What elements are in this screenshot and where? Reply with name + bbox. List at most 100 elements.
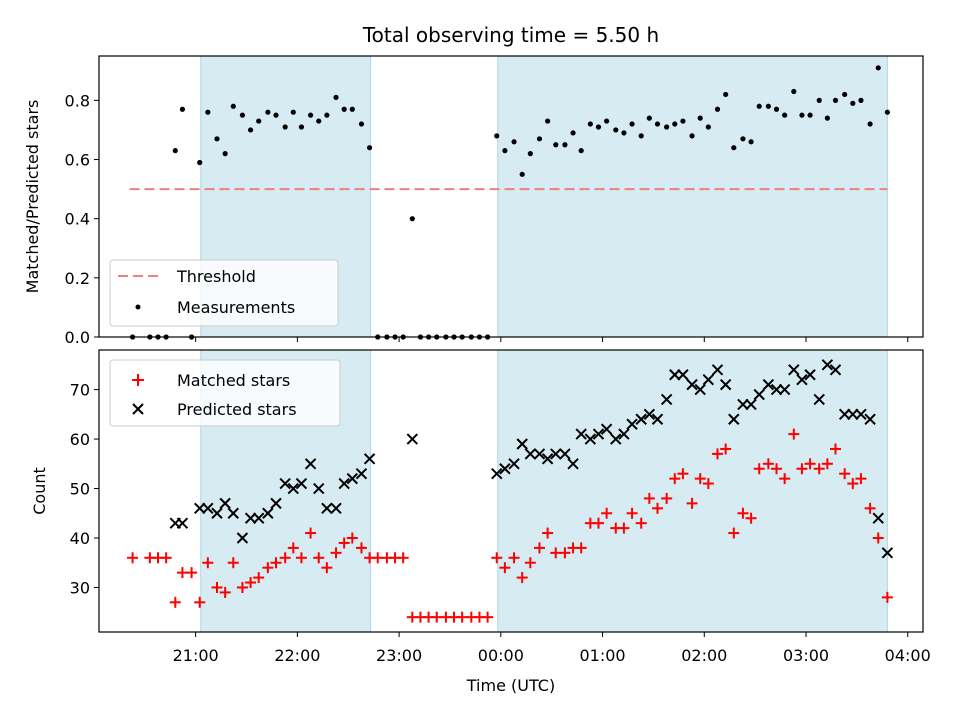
cross-b	[651, 413, 664, 425]
predicted-star-point	[686, 378, 698, 391]
measurement-point	[782, 112, 788, 118]
cross-b	[643, 408, 656, 421]
measurement-point	[265, 109, 271, 115]
matched-star-point	[686, 497, 698, 509]
cross-b	[550, 448, 562, 460]
legend-predicted-label: Predicted stars	[177, 400, 297, 419]
cross-b	[669, 369, 681, 381]
measurement-point	[689, 133, 695, 139]
bottom-xtick-label: 23:00	[376, 646, 422, 665]
cross-b	[778, 383, 791, 396]
measurement-point	[816, 97, 822, 103]
matched-star-point	[626, 507, 638, 519]
matched-star-point	[771, 463, 783, 475]
matched-star-point	[804, 458, 816, 470]
cross-b	[592, 428, 605, 440]
predicted-star-point	[881, 547, 894, 559]
measurement-point	[205, 109, 211, 115]
measurement-point	[366, 145, 373, 151]
measurement-point	[654, 121, 661, 127]
bottom-panel: 30 40 50 60 70 21:00 22:00 23:00 00:00 01:00 02:0…	[30, 349, 931, 695]
measurement-point	[545, 118, 551, 124]
predicted-star-point	[728, 413, 740, 425]
measurement-point	[714, 106, 721, 112]
cross-b	[211, 507, 223, 519]
top-axes-frame	[98, 55, 924, 338]
matched-star-point	[830, 443, 842, 455]
predicted-star-point	[575, 428, 587, 440]
cross-b	[796, 373, 808, 386]
cross-b	[872, 512, 884, 524]
bottom-ytick-label: 60	[70, 430, 90, 449]
matched-star-point	[864, 502, 876, 514]
cross-b	[745, 398, 757, 411]
cross-b	[194, 502, 206, 515]
predicted-star-point	[567, 458, 579, 470]
predicted-star-point	[355, 467, 368, 480]
cross-b	[686, 378, 698, 391]
measurement-point	[832, 97, 839, 103]
matched-star-point	[295, 552, 307, 564]
cross-b	[219, 497, 231, 510]
cross-b	[838, 408, 851, 421]
cross-b	[855, 408, 867, 421]
predicted-star-point	[847, 408, 859, 421]
predicted-star-point	[219, 497, 231, 510]
cross-b	[279, 477, 291, 490]
measurement-point	[511, 139, 517, 145]
predicted-star-point	[821, 359, 834, 371]
predicted-star-point	[753, 388, 765, 401]
matched-star-point	[355, 542, 367, 554]
matched-star-point	[330, 547, 342, 559]
matched-star-point	[669, 473, 681, 485]
measurement-point	[290, 109, 296, 115]
measurement-point	[341, 106, 347, 112]
matched-star-point	[227, 557, 239, 569]
measurement-point	[494, 133, 500, 139]
predicted-star-point	[813, 393, 825, 406]
predicted-star-point	[610, 433, 622, 445]
predicted-star-point	[516, 438, 528, 450]
cross-b	[762, 378, 775, 391]
matched-star-point	[677, 468, 689, 480]
matched-star-point	[127, 552, 139, 564]
cross-b	[321, 502, 333, 515]
predicted-star-point	[550, 448, 562, 460]
predicted-star-point	[618, 428, 630, 440]
predicted-stars-points	[169, 359, 894, 559]
measurement-point	[773, 106, 780, 112]
measurement-point	[214, 136, 220, 142]
cross-b	[881, 547, 894, 559]
predicted-star-point	[669, 369, 681, 381]
cross-b	[567, 458, 579, 470]
measurement-point	[239, 112, 246, 118]
cross-b	[406, 433, 419, 445]
predicted-star-point	[244, 512, 257, 524]
bottom-xtick-label: 04:00	[885, 646, 931, 665]
matched-star-point	[592, 517, 604, 529]
matched-star-point	[728, 527, 740, 539]
matched-star-point	[219, 586, 231, 598]
bottom-ytick-label: 50	[70, 480, 90, 499]
measurement-point	[570, 130, 576, 136]
cross-b	[491, 467, 503, 480]
predicted-star-point	[541, 453, 554, 465]
predicted-star-point	[864, 413, 876, 425]
matched-star-point	[245, 577, 257, 589]
predicted-star-point	[592, 428, 605, 440]
bottom-xtick-label: 22:00	[274, 646, 320, 665]
top-x-ticks	[195, 337, 909, 342]
matched-star-point	[575, 542, 587, 554]
measurement-point	[842, 91, 848, 98]
measurement-point	[197, 159, 203, 166]
cross-b	[829, 364, 842, 376]
cross-b	[660, 393, 673, 406]
matched-star-point	[753, 463, 765, 475]
cross-b	[346, 472, 359, 485]
bottom-xtick-label: 21:00	[173, 646, 219, 665]
top-y-ticks: 0.0 0.2 0.4 0.6 0.8	[65, 91, 99, 347]
cross-b	[202, 502, 214, 515]
bottom-y-axis-label: Count	[30, 467, 49, 515]
matched-star-point	[855, 473, 867, 485]
predicted-star-point	[855, 408, 867, 421]
